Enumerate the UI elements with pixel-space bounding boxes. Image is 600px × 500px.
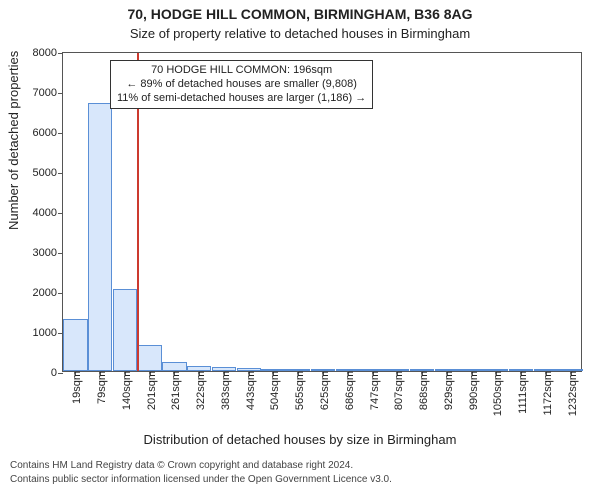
bar: [162, 362, 186, 371]
x-tick-label: 443sqm: [241, 371, 257, 410]
x-tick-label: 990sqm: [464, 371, 480, 410]
footer-line-1: Contains HM Land Registry data © Crown c…: [10, 460, 590, 472]
y-tick-label: 7000: [33, 87, 63, 99]
annotation-line: ← 89% of detached houses are smaller (9,…: [117, 78, 366, 92]
x-tick-label: 929sqm: [439, 371, 455, 410]
x-tick-label: 79sqm: [92, 371, 108, 404]
bar: [88, 103, 112, 371]
x-tick-label: 1111sqm: [513, 371, 529, 414]
x-tick-label: 565sqm: [290, 371, 306, 410]
x-tick-label: 1172sqm: [538, 371, 554, 415]
y-axis-label: Number of detached properties: [6, 51, 21, 230]
x-tick-label: 19sqm: [67, 371, 83, 404]
x-tick-label: 504sqm: [265, 371, 281, 410]
x-tick-label: 1232sqm: [563, 371, 579, 416]
chart-subtitle: Size of property relative to detached ho…: [0, 26, 600, 41]
y-tick-label: 1000: [33, 327, 63, 339]
x-tick-label: 201sqm: [142, 371, 158, 410]
x-tick-label: 140sqm: [117, 371, 133, 410]
bar: [63, 319, 87, 371]
footer-line-2: Contains public sector information licen…: [10, 474, 590, 486]
y-tick-label: 3000: [33, 247, 63, 259]
annotation-line: 70 HODGE HILL COMMON: 196sqm: [117, 64, 366, 78]
y-tick-label: 4000: [33, 207, 63, 219]
x-tick-label: 868sqm: [414, 371, 430, 410]
x-tick-label: 686sqm: [340, 371, 356, 410]
annotation-box: 70 HODGE HILL COMMON: 196sqm← 89% of det…: [110, 60, 373, 109]
x-tick-label: 807sqm: [389, 371, 405, 410]
y-tick-label: 5000: [33, 167, 63, 179]
bar: [113, 289, 137, 371]
x-tick-label: 322sqm: [191, 371, 207, 410]
y-tick-label: 0: [51, 367, 63, 379]
y-tick-label: 6000: [33, 127, 63, 139]
chart-container: { "title": "70, HODGE HILL COMMON, BIRMI…: [0, 0, 600, 500]
x-tick-label: 625sqm: [315, 371, 331, 410]
x-tick-label: 261sqm: [166, 371, 182, 410]
annotation-line: 11% of semi-detached houses are larger (…: [117, 92, 366, 106]
x-tick-label: 1050sqm: [488, 371, 504, 416]
y-tick-label: 8000: [33, 47, 63, 59]
x-tick-label: 747sqm: [365, 371, 381, 410]
x-axis-label: Distribution of detached houses by size …: [0, 432, 600, 447]
chart-title: 70, HODGE HILL COMMON, BIRMINGHAM, B36 8…: [0, 6, 600, 22]
bar: [138, 345, 162, 371]
x-tick-label: 383sqm: [216, 371, 232, 410]
y-tick-label: 2000: [33, 287, 63, 299]
